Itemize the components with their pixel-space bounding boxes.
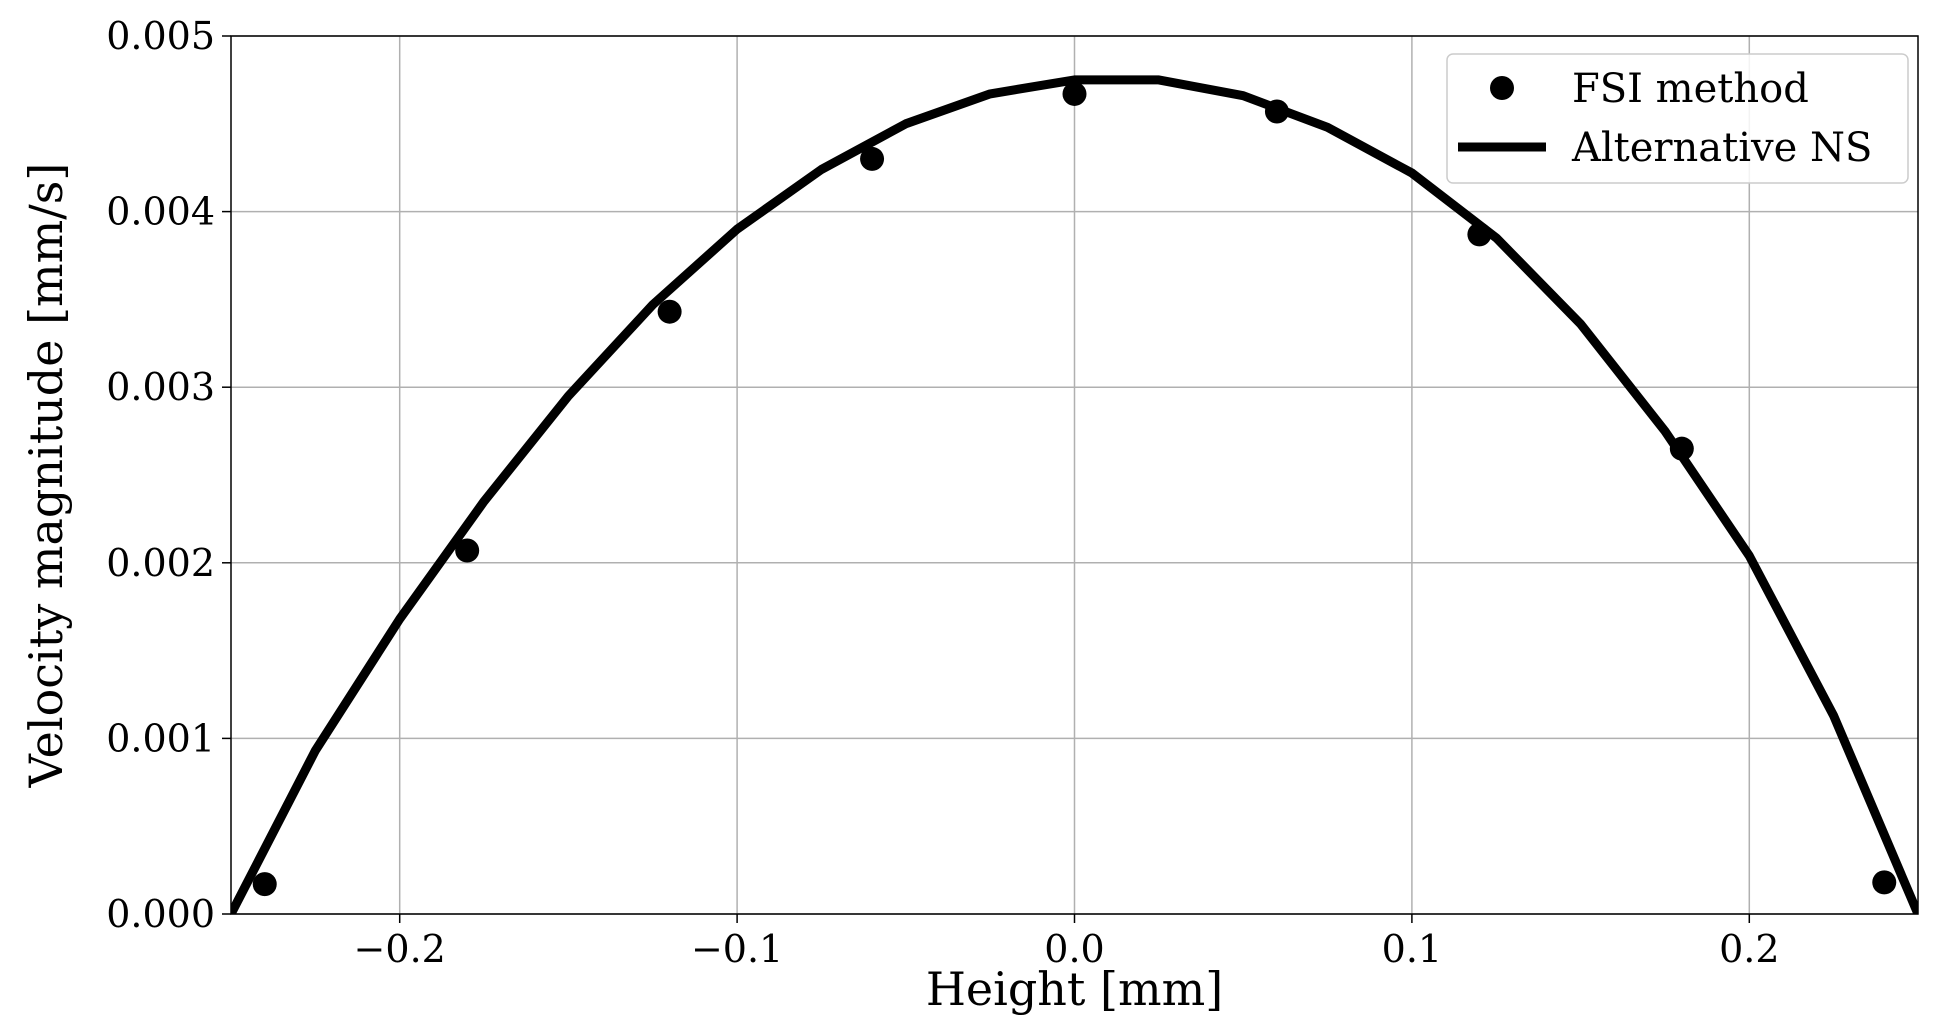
y-tick-label: 0.005 xyxy=(106,14,215,58)
series-line-alternative-ns xyxy=(231,75,1918,914)
data-point-fsi-method xyxy=(1669,436,1694,461)
legend-marker-fsi-method xyxy=(1490,76,1514,100)
x-tick-label: −0.2 xyxy=(354,927,446,971)
plot-area xyxy=(231,75,1918,914)
axes-frame xyxy=(230,35,1919,915)
y-tick-label: 0.002 xyxy=(106,541,215,585)
data-point-fsi-method xyxy=(1467,222,1492,247)
legend: FSI method Alternative NS xyxy=(1446,53,1909,184)
x-tick-label: 0.1 xyxy=(1382,927,1442,971)
y-tick-label: 0.003 xyxy=(106,365,215,409)
x-axis-label: Height [mm] xyxy=(926,962,1223,1016)
data-point-fsi-method xyxy=(1062,81,1087,106)
data-point-fsi-method xyxy=(1872,870,1897,895)
y-tick-label: 0.001 xyxy=(106,716,215,760)
x-tick-label: 0.2 xyxy=(1719,927,1779,971)
axis-ticks xyxy=(222,35,1751,923)
data-point-fsi-method xyxy=(1264,99,1289,124)
x-tick-label: 0.0 xyxy=(1044,927,1104,971)
data-point-fsi-method xyxy=(657,299,682,324)
data-point-fsi-method xyxy=(252,872,277,897)
legend-label-alternative-ns: Alternative NS xyxy=(1571,125,1872,171)
legend-label-fsi-method: FSI method xyxy=(1572,66,1809,112)
legend-box xyxy=(1446,53,1909,184)
x-tick-label: −0.1 xyxy=(691,927,783,971)
y-tick-label: 0.000 xyxy=(106,892,215,936)
y-axis-label: Velocity magnitude [mm/s] xyxy=(19,163,73,789)
data-point-fsi-method xyxy=(455,538,480,563)
data-point-fsi-method xyxy=(860,146,885,171)
tick-labels: −0.2 −0.1 0.0 0.1 0.2 0.000 0.001 0.002 0.003 0.0… xyxy=(106,14,1779,971)
y-tick-label: 0.004 xyxy=(106,190,215,234)
